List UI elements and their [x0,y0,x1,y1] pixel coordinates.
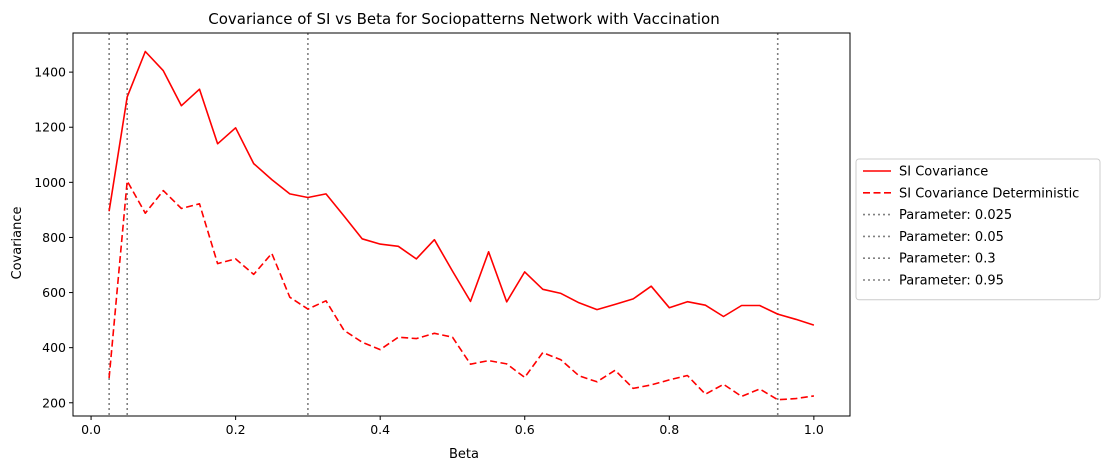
x-tick-label: 0.0 [81,422,101,437]
series-line-1 [108,180,815,401]
y-axis: 200 400 600 800 1000 1200 1400 [34,65,73,410]
y-tick-label: 1200 [34,120,66,135]
legend-label-0: SI Covariance [899,165,988,180]
y-axis-label: Covariance [10,207,25,280]
legend-label-1: SI Covariance Deterministic [899,186,1079,201]
legend-box [855,158,1101,301]
legend: SI Covariance SI Covariance Deterministic… [855,158,1101,301]
chart-title: Covariance of SI vs Beta for Sociopatter… [208,10,720,28]
legend-label-2: Parameter: 0.025 [899,208,1012,223]
y-tick-label: 400 [42,340,66,355]
series-line-0 [108,50,815,326]
x-tick-label: 0.2 [226,422,246,437]
legend-label-3: Parameter: 0.05 [899,230,1004,245]
y-tick-label: 1000 [34,175,66,190]
plot-area [108,33,815,416]
axes-frame [72,32,851,417]
y-tick-label: 1400 [34,65,66,80]
y-tick-label: 200 [42,395,66,410]
legend-label-5: Parameter: 0.95 [899,274,1004,289]
x-axis: 0.0 0.2 0.4 0.6 0.8 1.0 [81,416,824,437]
x-tick-label: 0.8 [659,422,679,437]
x-tick-label: 0.4 [370,422,390,437]
legend-label-4: Parameter: 0.3 [899,252,996,267]
x-axis-label: Beta [449,447,479,462]
y-tick-label: 800 [42,230,66,245]
x-tick-label: 0.6 [515,422,535,437]
y-tick-label: 600 [42,285,66,300]
x-tick-label: 1.0 [804,422,824,437]
